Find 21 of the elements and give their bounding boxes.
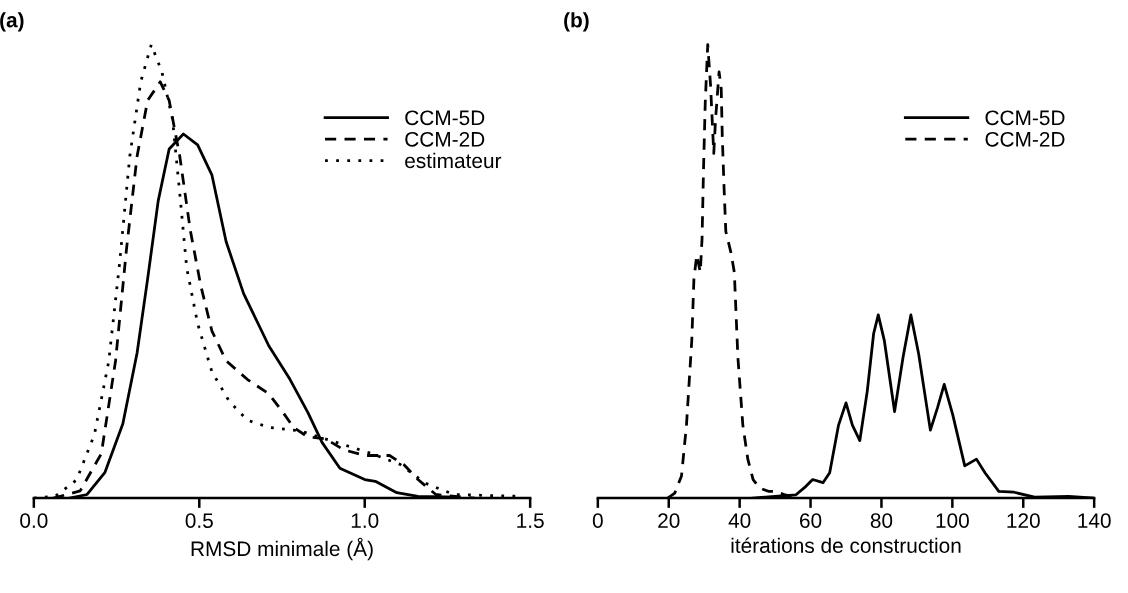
x-tick-label: 140	[1078, 513, 1111, 529]
x-tick-label: 0	[592, 513, 603, 529]
chart-title: (b)	[564, 12, 589, 32]
x-tick-label: 20	[658, 513, 680, 529]
chart-title: (a)	[0, 12, 24, 32]
x-axis-title: itérations de construction	[731, 537, 961, 553]
x-tick-label: 1.5	[517, 513, 544, 529]
x-tick-label: 0.0	[20, 513, 48, 529]
legend-label: CCM-2D	[405, 131, 485, 147]
x-tick-label: 120	[1007, 513, 1040, 529]
x-axis-title: RMSD minimale (Å)	[191, 537, 373, 561]
legend-label: CCM-5D	[985, 110, 1065, 126]
legend-label: CCM-5D	[405, 110, 485, 126]
x-tick-label: 80	[870, 513, 893, 529]
x-tick-label: 60	[800, 513, 822, 529]
legend-label: CCM-2D	[985, 131, 1065, 147]
x-tick-label: 40	[728, 513, 751, 529]
legend-label: estimateur	[405, 152, 502, 169]
x-tick-label: 0.5	[185, 513, 213, 529]
x-tick-label: 1.0	[351, 513, 379, 529]
x-tick-label: 100	[936, 513, 969, 529]
